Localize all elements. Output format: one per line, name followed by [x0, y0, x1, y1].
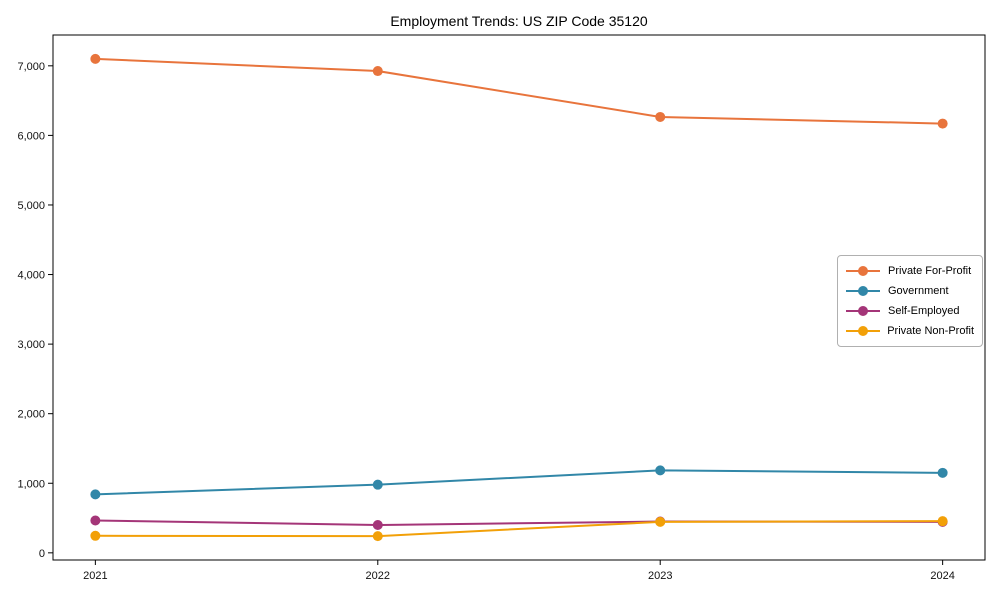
legend-dot [858, 306, 868, 316]
legend-label: Private Non-Profit [887, 325, 974, 337]
chart-title: Employment Trends: US ZIP Code 35120 [390, 13, 648, 29]
data-point [937, 516, 948, 527]
data-point [655, 111, 666, 122]
data-point [90, 53, 101, 64]
series-line [95, 57, 943, 125]
data-point [937, 118, 948, 129]
series-line [95, 520, 943, 538]
legend-dot [858, 326, 868, 336]
legend-marker-line-dot-icon [846, 306, 880, 316]
y-tick-label: 7,000 [17, 61, 45, 73]
legend-label: Self-Employed [888, 305, 960, 317]
data-point [372, 479, 383, 490]
data-point [90, 530, 101, 541]
legend-marker-line-dot-icon [846, 286, 880, 296]
series-line [95, 469, 943, 496]
legend-dot [858, 286, 868, 296]
legend-label: Government [888, 285, 949, 297]
x-tick-label: 2023 [648, 570, 672, 582]
legend: Private For-Profit Government Self-Emplo… [837, 255, 983, 347]
y-tick-label: 2,000 [17, 409, 45, 421]
y-tick-label: 3,000 [17, 339, 45, 351]
x-tick-label: 2021 [83, 570, 107, 582]
plot-border [52, 34, 986, 561]
legend-item-government: Government [845, 283, 974, 299]
data-point [372, 520, 383, 531]
legend-marker-line-dot-icon [846, 266, 880, 276]
data-point [90, 515, 101, 526]
x-tick-label: 2024 [930, 570, 954, 582]
data-point [655, 516, 666, 527]
legend-dot [858, 266, 868, 276]
data-point [90, 489, 101, 500]
legend-item-self-employed: Self-Employed [845, 303, 974, 319]
y-tick-label: 1,000 [17, 478, 45, 490]
y-tick-label: 6,000 [17, 130, 45, 142]
legend-marker-line-dot-icon [846, 326, 880, 336]
data-point [655, 465, 666, 476]
legend-label: Private For-Profit [888, 265, 972, 277]
y-tick-label: 5,000 [17, 200, 45, 212]
data-point [937, 467, 948, 478]
legend-item-private-non-profit: Private Non-Profit [845, 323, 974, 339]
legend-item-private-for-profit: Private For-Profit [845, 263, 974, 279]
y-tick-label: 0 [39, 548, 45, 560]
x-tick-label: 2022 [366, 570, 390, 582]
data-point [372, 66, 383, 77]
y-tick-label: 4,000 [17, 270, 45, 282]
data-point [372, 531, 383, 542]
